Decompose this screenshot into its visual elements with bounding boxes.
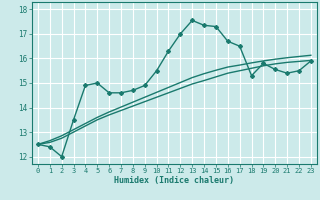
X-axis label: Humidex (Indice chaleur): Humidex (Indice chaleur) — [115, 176, 234, 185]
